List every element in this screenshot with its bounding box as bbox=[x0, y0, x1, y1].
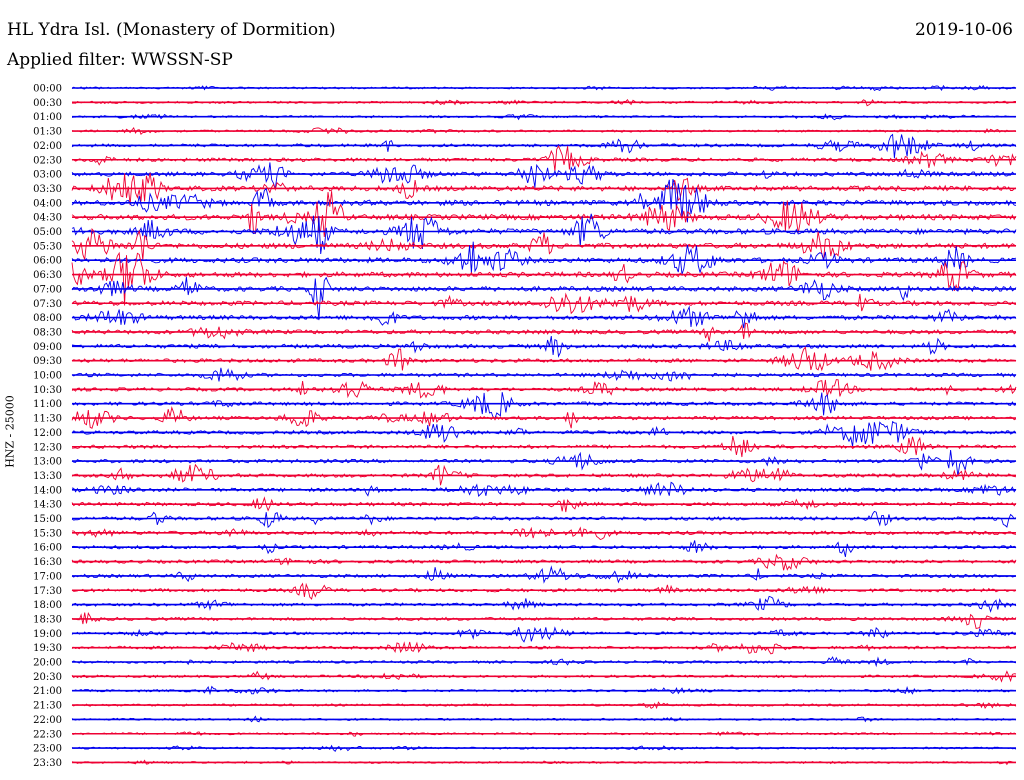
row-time-label: 23:30 bbox=[33, 758, 62, 769]
row-time-label: 00:00 bbox=[33, 84, 62, 95]
row-time-label: 22:30 bbox=[33, 729, 62, 740]
row-time-label: 07:30 bbox=[33, 299, 62, 310]
row-time-label: 08:30 bbox=[33, 327, 62, 338]
row-time-label: 20:30 bbox=[33, 672, 62, 683]
row-time-label: 17:30 bbox=[33, 586, 62, 597]
trace-0530 bbox=[71, 228, 1017, 261]
station-title: HL Ydra Isl. (Monastery of Dormition) bbox=[7, 20, 336, 40]
row-time-label: 19:00 bbox=[33, 629, 62, 640]
row-time-label: 07:00 bbox=[33, 284, 62, 295]
trace-1830 bbox=[71, 612, 1017, 630]
row-time-label: 15:30 bbox=[33, 528, 62, 539]
row-time-label: 13:30 bbox=[33, 471, 62, 482]
row-time-label: 02:30 bbox=[33, 155, 62, 166]
row-time-label: 21:30 bbox=[33, 701, 62, 712]
row-time-label: 16:30 bbox=[33, 557, 62, 568]
row-time-label: 12:30 bbox=[33, 442, 62, 453]
row-time-label: 18:30 bbox=[33, 614, 62, 625]
trace-0700 bbox=[71, 276, 1017, 321]
row-time-label: 00:30 bbox=[33, 98, 62, 109]
row-time-label: 18:00 bbox=[33, 600, 62, 611]
row-time-label: 14:30 bbox=[33, 500, 62, 511]
trace-1700 bbox=[71, 565, 1017, 584]
row-time-label: 06:30 bbox=[33, 270, 62, 281]
trace-1030 bbox=[71, 379, 1017, 399]
row-time-label: 14:00 bbox=[33, 485, 62, 496]
row-time-label: 04:00 bbox=[33, 198, 62, 209]
row-time-label: 20:00 bbox=[33, 658, 62, 669]
date-label: 2019-10-06 bbox=[914, 20, 1013, 40]
trace-1730 bbox=[71, 582, 1017, 600]
row-time-label: 21:00 bbox=[33, 686, 62, 697]
row-time-label: 09:00 bbox=[33, 342, 62, 353]
row-time-label: 17:00 bbox=[33, 571, 62, 582]
row-time-label: 05:00 bbox=[33, 227, 62, 238]
filter-label: Applied filter: WWSSN-SP bbox=[7, 50, 233, 70]
row-time-label: 10:30 bbox=[33, 385, 62, 396]
row-time-label: 02:00 bbox=[33, 141, 62, 152]
trace-1300 bbox=[71, 450, 1017, 477]
trace-1530 bbox=[71, 526, 1017, 541]
row-time-label: 03:30 bbox=[33, 184, 62, 195]
row-time-label: 13:00 bbox=[33, 457, 62, 468]
trace-0300 bbox=[71, 162, 1017, 189]
row-time-label: 22:00 bbox=[33, 715, 62, 726]
row-time-label: 06:00 bbox=[33, 256, 62, 267]
row-time-label: 16:00 bbox=[33, 543, 62, 554]
trace-1430 bbox=[71, 496, 1017, 513]
row-time-label: 10:00 bbox=[33, 371, 62, 382]
trace-0230 bbox=[71, 144, 1017, 172]
trace-1630 bbox=[71, 553, 1017, 571]
trace-1200 bbox=[71, 420, 1017, 447]
trace-1900 bbox=[71, 626, 1017, 643]
row-time-label: 19:30 bbox=[33, 643, 62, 654]
row-time-label: 01:00 bbox=[33, 112, 62, 123]
row-time-label: 23:00 bbox=[33, 744, 62, 755]
row-time-label: 09:30 bbox=[33, 356, 62, 367]
trace-0930 bbox=[71, 346, 1017, 372]
row-time-label: 03:00 bbox=[33, 170, 62, 181]
row-time-label: 12:00 bbox=[33, 428, 62, 439]
row-time-label: 11:30 bbox=[33, 414, 62, 425]
row-time-label: 05:30 bbox=[33, 241, 62, 252]
trace-1100 bbox=[71, 392, 1017, 419]
row-time-label: 08:00 bbox=[33, 313, 62, 324]
row-time-label: 11:00 bbox=[33, 399, 62, 410]
trace-1600 bbox=[71, 540, 1017, 558]
row-time-label: 15:00 bbox=[33, 514, 62, 525]
trace-0200 bbox=[71, 133, 1017, 159]
row-time-label: 04:30 bbox=[33, 213, 62, 224]
row-time-label: 01:30 bbox=[33, 127, 62, 138]
